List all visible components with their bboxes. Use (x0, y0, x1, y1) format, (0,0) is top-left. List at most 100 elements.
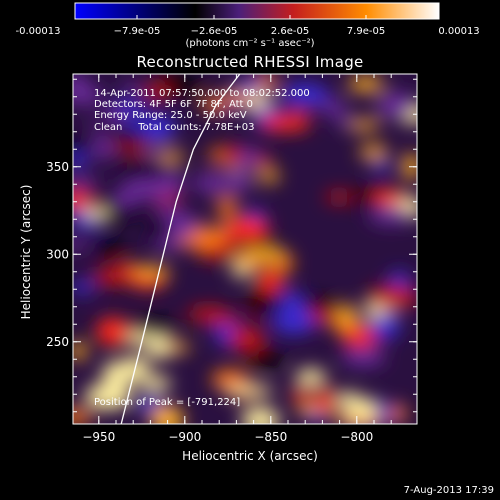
heatmap-blob (248, 289, 279, 315)
colorbar-tickmarks (136, 15, 367, 19)
heatmap-blob (149, 219, 172, 240)
heatmap-blob (319, 99, 347, 116)
peak-position: Position of Peak = [-791,224] (94, 397, 241, 408)
heatmap-blob (324, 191, 354, 203)
heatmap-blob (295, 368, 327, 387)
heatmap-blob (84, 383, 132, 410)
heatmap-blob (369, 312, 400, 341)
heatmap-blob (73, 151, 88, 169)
heatmap-blob (280, 83, 329, 107)
heatmap-blob (122, 355, 150, 380)
heatmap-blob (73, 239, 90, 250)
colorbar-tick-label: -0.00013 (15, 26, 61, 37)
heatmap-blobs (73, 74, 417, 424)
colorbar-tick-label: −7.9e-05 (113, 26, 161, 37)
colorbar-tick-label: 0.00013 (438, 26, 480, 37)
heatmap-blob (92, 135, 113, 160)
heatmap-blob (150, 405, 184, 424)
heatmap-blob (231, 262, 252, 278)
info-block: 14-Apr-2011 07:57:50.000 to 08:02:52.000… (94, 88, 310, 133)
heatmap-blob (104, 106, 127, 125)
solar-limb-curve (120, 74, 241, 424)
info-time-range: 14-Apr-2011 07:57:50.000 to 08:02:52.000 (94, 88, 310, 99)
heatmap-blob (73, 341, 87, 361)
heatmap-blob (348, 76, 384, 92)
heatmap-blob (228, 326, 266, 353)
heatmap-blob (82, 208, 109, 219)
heatmap-blob (96, 317, 130, 347)
heatmap-blob (73, 409, 94, 424)
heatmap-blob (217, 196, 237, 218)
heatmap-blob (346, 397, 378, 418)
heatmap-blob (247, 239, 274, 251)
heatmap-blob (359, 145, 388, 160)
y-axis-label: Heliocentric Y (arcsec) (19, 184, 33, 320)
heatmap-blob (247, 351, 284, 368)
x-tick-label: −850 (254, 430, 287, 444)
info-energy-range: Energy Range: 25.0 - 50.0 keV (94, 110, 247, 122)
colorbar-gradient (74, 2, 440, 20)
heatmap-blob (224, 385, 275, 396)
heatmap-blob (341, 347, 387, 367)
plot-frame (72, 73, 418, 425)
colorbar-unit: (photons cm⁻² s⁻¹ asec⁻²) (185, 38, 315, 49)
colorbar-tick-label: −2.6e-05 (190, 26, 238, 37)
heatmap-blob (271, 309, 316, 335)
heatmap-blob (368, 206, 414, 225)
heatmap-blob (73, 190, 94, 210)
heatmap-blob (120, 159, 172, 179)
heatmap-blob (111, 192, 137, 208)
heatmap-blob (376, 92, 416, 119)
y-tick-label: 250 (46, 335, 69, 349)
heatmap-blob (235, 79, 265, 94)
x-tick-label: −900 (168, 430, 201, 444)
heatmap-blob (367, 285, 417, 309)
heatmap-blob (113, 130, 148, 149)
heatmap-blob (142, 114, 176, 138)
heatmap-blob (166, 74, 201, 94)
info-detectors: Detectors: 4F 5F 6F 7F 8F, Att 0 (94, 99, 254, 111)
axes: −950 −900 −850 −800 250 300 350 (46, 74, 417, 444)
y-tick-label: 350 (46, 160, 69, 174)
heatmap-blob (372, 160, 390, 174)
heatmap-blob (337, 304, 357, 329)
heatmap-blob (258, 169, 280, 183)
heatmap-blob (221, 217, 270, 242)
heatmap-blob (316, 386, 334, 414)
heatmap-blob (132, 265, 170, 279)
heatmap-blob (198, 313, 243, 326)
colorbar (74, 2, 440, 20)
heatmap-blob (153, 239, 182, 251)
heatmap-blob (370, 189, 406, 204)
colorbar-tick-label: 2.6e-05 (270, 26, 310, 37)
heatmap-blob (73, 85, 104, 105)
heatmap-blob (241, 407, 280, 424)
heatmap-blob (128, 329, 145, 347)
heatmap-blob (73, 74, 87, 89)
heatmap-blob (192, 173, 238, 193)
heatmap-blob (291, 388, 312, 403)
y-tick-label: 300 (46, 247, 69, 261)
heatmap-blob (333, 116, 356, 127)
footer-date: 7-Aug-2013 17:39 (403, 485, 494, 496)
chart-title: Reconstructed RHESSI Image (136, 53, 364, 71)
heatmap-blob (218, 145, 243, 164)
x-tick-label: −800 (340, 430, 373, 444)
x-tick-label: −950 (82, 430, 115, 444)
heatmap-blob (142, 83, 172, 101)
heatmap-blob (94, 240, 126, 255)
heatmap-blob (121, 81, 141, 93)
heatmap-blob (73, 279, 94, 295)
heatmap-blob (255, 269, 285, 292)
x-axis-label: Heliocentric X (arcsec) (182, 449, 318, 463)
heatmap-blob (260, 114, 304, 132)
info-clean-counts: Clean Total counts: 7.78E+03 (94, 121, 255, 133)
heatmap-blob (146, 336, 173, 359)
heatmap-blob (93, 267, 133, 287)
heatmap-blob (73, 176, 99, 188)
heatmap-blob (138, 376, 172, 391)
heatmap-blob (280, 290, 304, 317)
heatmap-blob (219, 101, 254, 112)
colorbar-tick-label: 7.9e-05 (346, 26, 386, 37)
